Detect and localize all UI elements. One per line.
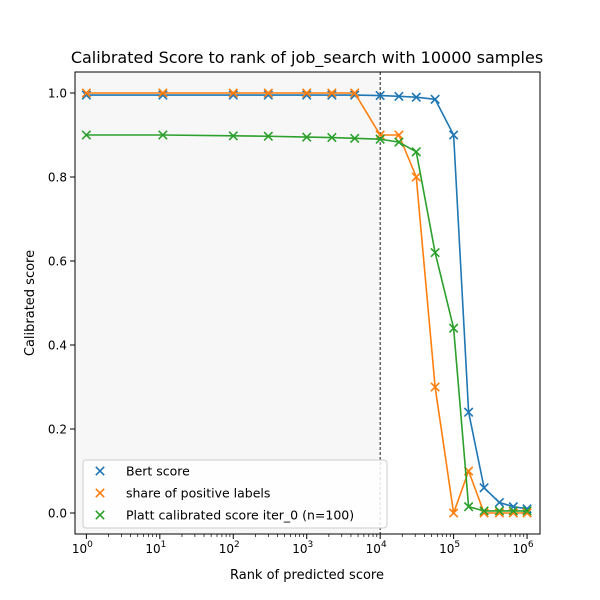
data-point-0-10 [430,94,440,105]
data-point-1-8 [394,130,404,140]
legend-label-2: Platt calibrated score iter_0 (n=100) [126,508,354,523]
data-point-1-1 [158,88,168,98]
data-point-2-3 [263,131,274,142]
data-point-1-2 [228,88,239,98]
data-point-2-4 [301,132,312,142]
legend-label-0: Bert score [126,464,190,479]
data-point-1-5 [327,88,337,98]
data-point-2-14 [494,506,505,516]
data-point-1-10 [430,382,440,392]
y-tick-label-3: 0.6 [48,255,67,269]
data-point-2-7 [375,134,385,144]
chart-title: Calibrated Score to rank of job_search w… [71,48,543,68]
y-tick-label-1: 0.2 [48,423,67,437]
data-point-0-11 [448,130,459,140]
data-point-0-12 [463,407,474,417]
data-point-0-8 [394,91,404,102]
legend-box [82,459,388,529]
data-point-2-1 [158,130,168,140]
y-axis-label: Calibrated score [23,250,38,356]
data-point-2-10 [430,247,440,258]
legend-marker-0 [95,466,105,476]
data-point-1-4 [301,88,312,98]
data-point-1-11 [448,508,459,518]
data-point-1-3 [263,88,274,98]
x-axis-label: Rank of predicted score [230,568,384,583]
data-point-2-2 [228,131,239,141]
y-tick-label-4: 0.8 [48,171,67,185]
data-point-0-7 [375,90,385,101]
y-tick-label-2: 0.4 [48,339,67,353]
legend-label-1: share of positive labels [126,486,270,501]
data-point-2-8 [394,137,404,147]
axes-frame [74,71,541,535]
data-point-2-12 [463,501,474,512]
data-point-0-13 [479,483,489,493]
shaded-region [75,72,381,534]
data-point-2-6 [349,133,360,144]
data-point-2-16 [522,506,532,516]
data-point-1-0 [81,88,92,98]
y-tick-label-0: 0.0 [48,507,67,521]
data-point-2-5 [327,132,337,143]
legend-marker-2 [95,510,105,520]
data-point-2-9 [411,147,422,157]
data-point-1-6 [349,88,360,98]
data-point-2-0 [81,130,92,140]
data-point-2-11 [448,323,459,333]
data-point-0-14 [494,497,505,508]
data-point-2-15 [508,506,519,516]
data-point-1-7 [375,130,385,140]
y-tick-label-5: 1.0 [48,87,67,101]
data-point-1-9 [411,172,422,182]
data-point-2-13 [479,506,489,516]
legend: Bert score share of positive labels Platt … [82,459,388,529]
legend-marker-1 [95,488,105,498]
data-point-0-9 [411,92,422,102]
